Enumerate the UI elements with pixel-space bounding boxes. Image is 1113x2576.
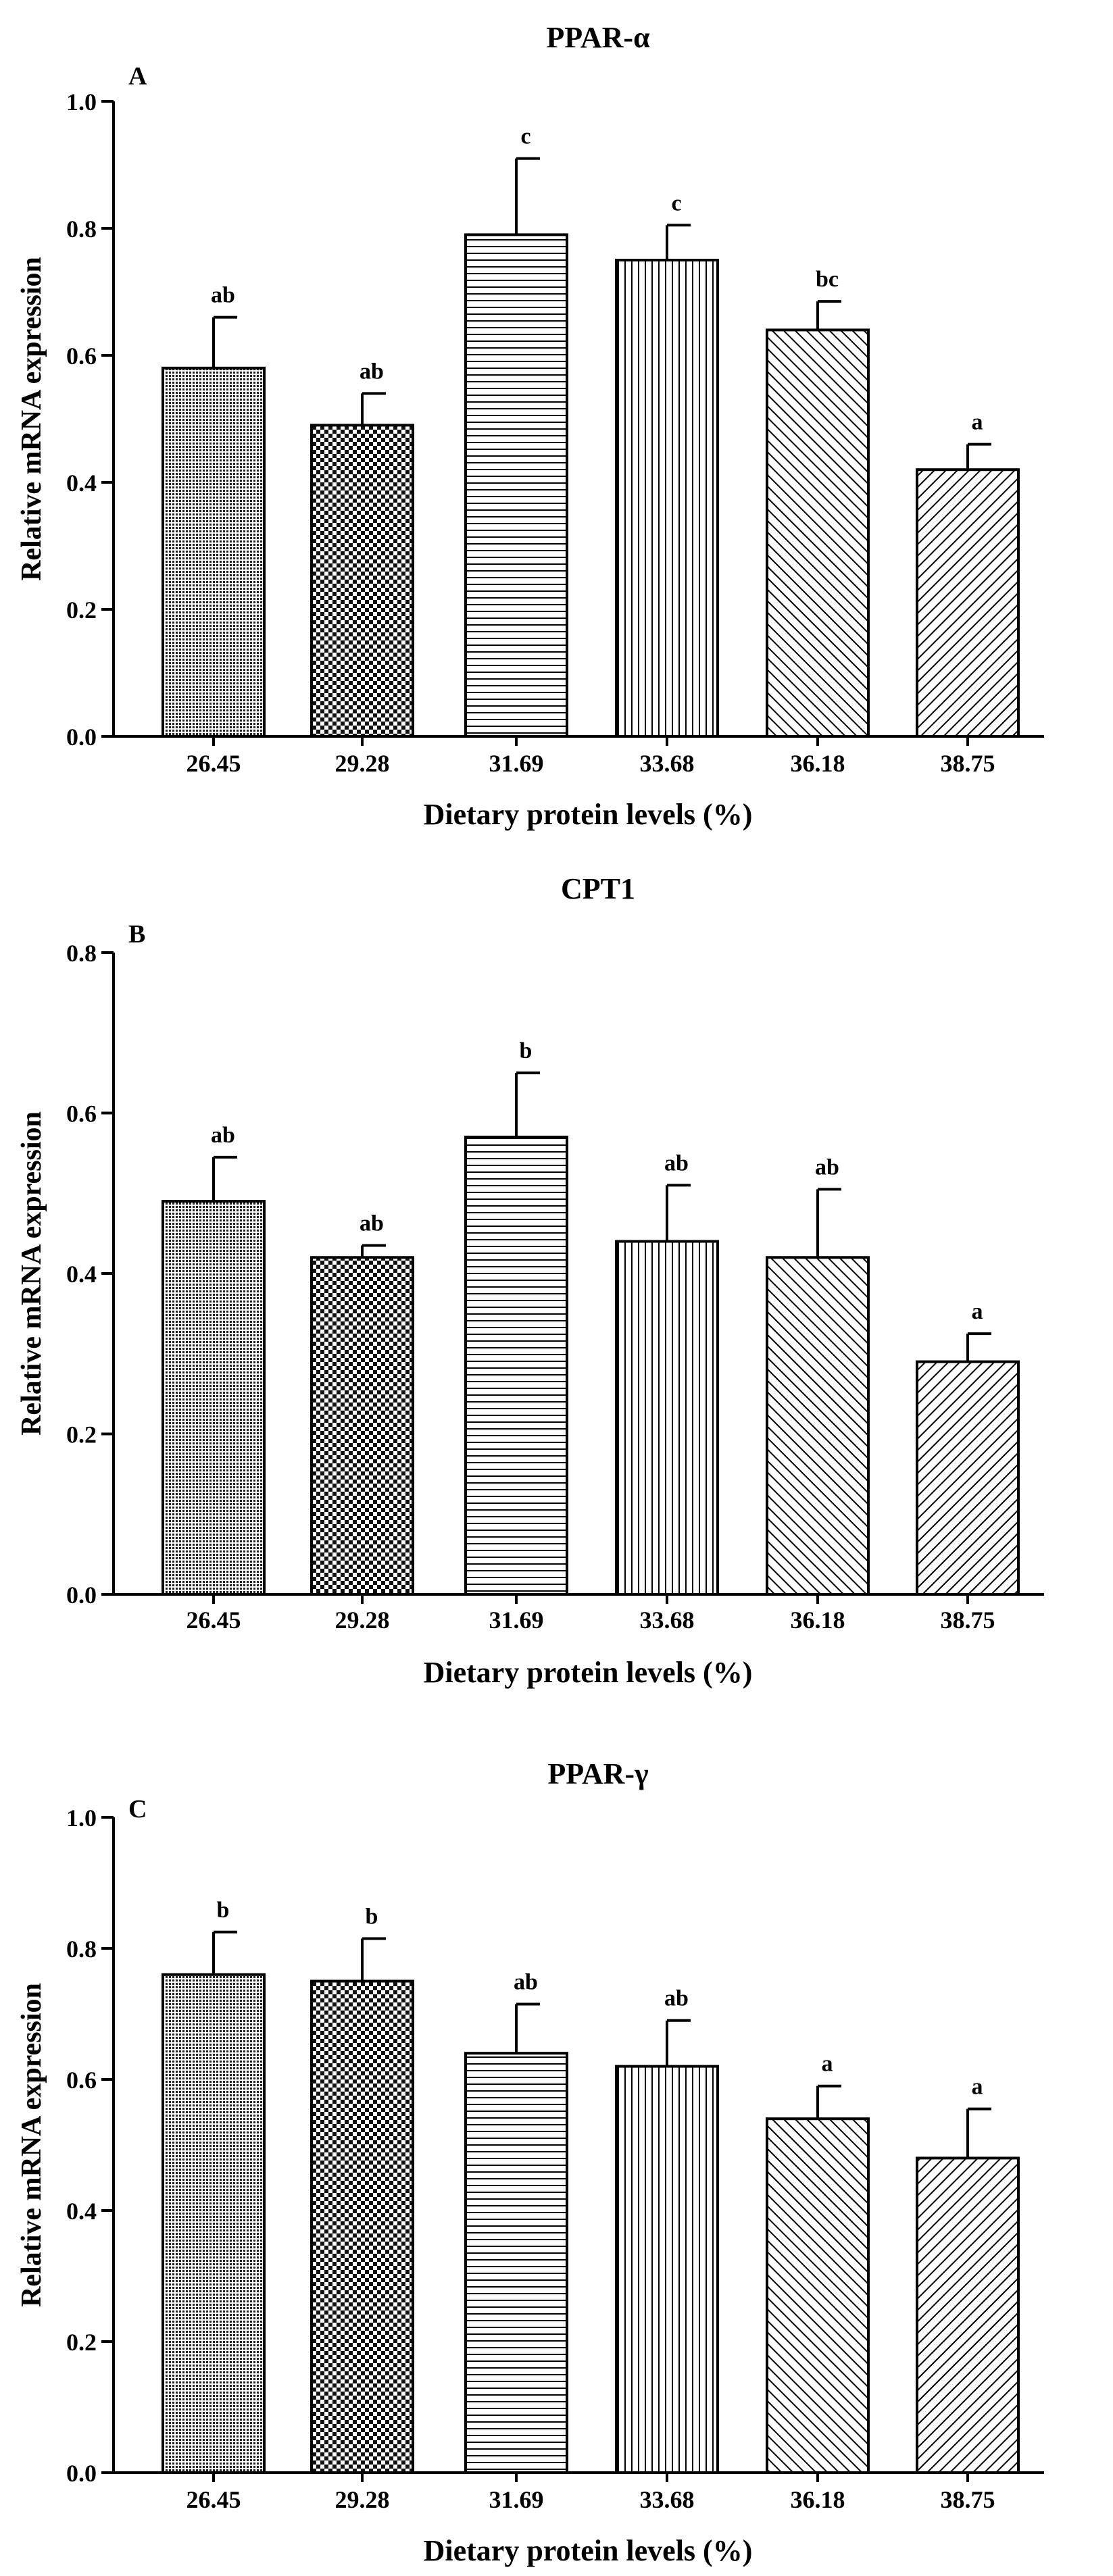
- x-tick-label: 26.45: [187, 2486, 241, 2513]
- chart-panel-a: PPAR-α A 0.0 0.2 0.4 0.6 0.8 1.0 Relative mRNA e…: [16, 21, 1044, 831]
- x-tick-label: 38.75: [941, 1607, 995, 1634]
- y-tick-label: 0.2: [66, 597, 97, 624]
- y-tick-label: 0.4: [66, 2198, 97, 2225]
- significance-letter: b: [217, 1898, 230, 1923]
- x-tick-label: 33.68: [640, 750, 695, 777]
- significance-letter: b: [366, 1904, 378, 1929]
- panel-label: B: [128, 920, 145, 949]
- bar: [916, 1360, 1020, 1596]
- chart-title: CPT1: [561, 872, 635, 905]
- x-tick-label: 31.69: [489, 1607, 544, 1634]
- panel-label: C: [128, 1795, 147, 1823]
- x-tick-label: 36.18: [791, 1607, 845, 1634]
- chart-panel-b: CPT1 B 0.0 0.2 0.4 0.6 0.8 Relative mRNA expres…: [16, 872, 1044, 1689]
- y-tick-label: 0.6: [66, 343, 97, 370]
- x-tick-label: 38.75: [941, 2486, 995, 2513]
- significance-letter: ab: [815, 1155, 839, 1180]
- bar: [916, 2156, 1020, 2474]
- bar: [916, 468, 1020, 738]
- y-tick-label: 0.0: [66, 724, 97, 751]
- bar: [464, 2052, 568, 2474]
- significance-letter: a: [822, 2052, 833, 2077]
- x-tick-label: 36.18: [791, 750, 845, 777]
- y-tick-label: 0.0: [66, 2460, 97, 2487]
- y-tick-label: 0.2: [66, 2329, 97, 2356]
- significance-letter: ab: [360, 359, 384, 384]
- significance-letter: ab: [514, 1969, 538, 1994]
- significance-letter: ab: [360, 1211, 384, 1236]
- y-tick-label: 0.6: [66, 1101, 97, 1128]
- bar: [162, 1973, 266, 2475]
- x-tick-label: 29.28: [335, 2486, 390, 2513]
- bar: [464, 233, 568, 738]
- y-tick-label: 0.0: [66, 1582, 97, 1609]
- y-tick-label: 0.6: [66, 2067, 97, 2094]
- bar: [310, 1979, 414, 2474]
- significance-letter: ab: [211, 283, 235, 308]
- significance-letter: a: [972, 2075, 983, 2100]
- x-axis-label: Dietary protein levels (%): [424, 1656, 753, 1689]
- panel-label: A: [128, 62, 147, 91]
- x-tick-label: 31.69: [489, 750, 544, 777]
- y-tick-label: 1.0: [66, 89, 97, 116]
- y-tick-label: 0.4: [66, 470, 97, 497]
- bar: [766, 2117, 870, 2474]
- y-tick-label: 0.8: [66, 216, 97, 243]
- bar: [162, 366, 266, 738]
- bar: [464, 1136, 568, 1596]
- significance-letter: ab: [211, 1123, 235, 1148]
- chart-panel-c: PPAR-γ C 0.0 0.2 0.4 0.6 0.8 1.0 Relative mRNA e…: [16, 1757, 1044, 2567]
- x-tick-label: 26.45: [187, 1607, 241, 1634]
- bar: [162, 1200, 266, 1596]
- x-tick-label: 33.68: [640, 1607, 695, 1634]
- significance-letter: ab: [664, 1986, 689, 2011]
- chart-title: PPAR-γ: [547, 1757, 648, 1790]
- x-tick-label: 29.28: [335, 750, 390, 777]
- y-axis-label: Relative mRNA expression: [16, 257, 47, 581]
- y-tick-label: 0.4: [66, 1261, 97, 1288]
- significance-letter: a: [972, 1299, 983, 1324]
- y-tick-label: 0.8: [66, 940, 97, 967]
- y-tick-label: 0.8: [66, 1936, 97, 1963]
- significance-letter: a: [972, 410, 983, 435]
- y-axis-label: Relative mRNA expression: [16, 1983, 47, 2307]
- y-tick-label: 0.2: [66, 1421, 97, 1448]
- significance-letter: ab: [664, 1151, 689, 1176]
- significance-letter: c: [520, 124, 530, 149]
- y-axis-label: Relative mRNA expression: [16, 1111, 47, 1436]
- x-tick-label: 31.69: [489, 2486, 544, 2513]
- bar: [615, 1240, 719, 1596]
- chart-title: PPAR-α: [546, 21, 650, 54]
- x-tick-label: 36.18: [791, 2486, 845, 2513]
- bar: [615, 259, 719, 738]
- y-tick-label: 1.0: [66, 1804, 97, 1832]
- x-tick-label: 38.75: [941, 750, 995, 777]
- bar: [766, 1256, 870, 1596]
- bar: [310, 424, 414, 738]
- x-tick-label: 29.28: [335, 1607, 390, 1634]
- significance-letter: c: [671, 191, 681, 216]
- x-tick-label: 26.45: [187, 750, 241, 777]
- x-axis-label: Dietary protein levels (%): [424, 2534, 753, 2567]
- bar: [766, 328, 870, 738]
- bar: [310, 1256, 414, 1596]
- bar: [615, 2065, 719, 2475]
- significance-letter: b: [520, 1038, 533, 1063]
- x-tick-label: 33.68: [640, 2486, 695, 2513]
- significance-letter: bc: [816, 267, 839, 292]
- x-axis-label: Dietary protein levels (%): [424, 798, 753, 831]
